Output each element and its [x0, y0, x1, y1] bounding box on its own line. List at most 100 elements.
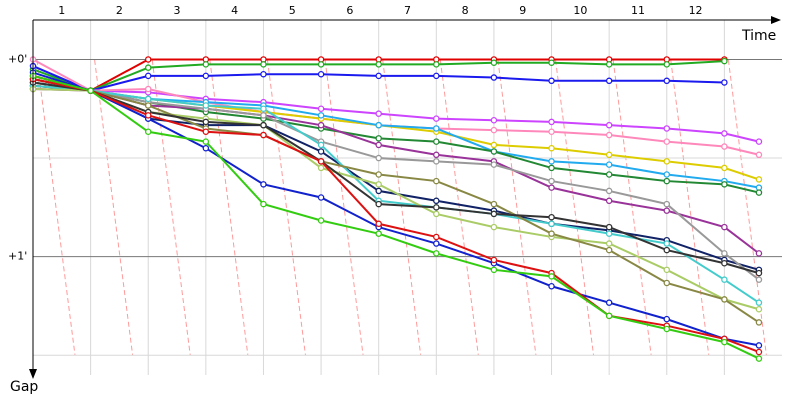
- data-point: [663, 279, 671, 287]
- data-point: [605, 240, 613, 247]
- data-point: [144, 56, 152, 63]
- data-point: [375, 141, 382, 149]
- data-point: [755, 348, 763, 356]
- x-tick-label: 11: [631, 4, 645, 17]
- data-point: [433, 125, 440, 132]
- y-axis-label: Gap: [10, 379, 38, 395]
- data-point: [755, 355, 763, 362]
- data-point: [260, 70, 267, 78]
- data-point: [548, 213, 555, 221]
- data-point: [490, 266, 498, 274]
- data-point: [605, 131, 613, 139]
- data-point: [202, 61, 210, 68]
- data-point: [755, 189, 763, 196]
- x-tick-label: 4: [231, 4, 238, 17]
- data-point: [317, 217, 325, 224]
- lap-divider: [670, 59, 710, 356]
- x-tick-label: 8: [462, 4, 469, 17]
- data-point: [317, 148, 325, 155]
- y-tick-label: +0': [8, 52, 27, 65]
- data-point: [375, 171, 382, 178]
- data-point: [548, 184, 555, 191]
- data-point: [605, 161, 613, 168]
- data-point: [663, 315, 671, 323]
- data-point: [605, 246, 613, 254]
- x-axis-label: Time: [741, 28, 776, 44]
- lap-divider: [94, 59, 134, 356]
- lap-divider: [555, 59, 595, 356]
- data-point: [755, 250, 763, 257]
- data-point: [755, 306, 763, 313]
- data-point: [375, 121, 382, 129]
- series-line: [32, 71, 760, 347]
- data-point: [605, 299, 613, 306]
- data-point: [202, 128, 210, 136]
- data-point: [260, 181, 267, 188]
- y-tick-label: +1': [8, 250, 27, 263]
- data-point: [375, 154, 382, 162]
- data-point: [317, 164, 325, 172]
- data-point: [548, 158, 555, 165]
- series-line: [32, 74, 760, 360]
- data-point: [663, 138, 671, 145]
- data-point: [317, 112, 325, 119]
- data-point: [144, 112, 152, 119]
- lap-divider: [36, 59, 76, 356]
- data-point: [433, 115, 440, 122]
- data-point: [548, 282, 555, 290]
- lap-divider: [439, 59, 479, 356]
- data-point: [202, 144, 210, 152]
- data-point: [375, 110, 382, 117]
- data-point: [260, 131, 267, 139]
- data-point: [721, 259, 728, 267]
- data-point: [605, 312, 613, 320]
- series-line: [32, 88, 760, 311]
- data-point: [144, 72, 152, 80]
- data-point: [433, 197, 440, 205]
- series-line: [32, 81, 760, 324]
- data-point: [663, 61, 671, 68]
- data-point: [375, 220, 382, 228]
- data-point: [144, 128, 152, 136]
- data-point: [375, 135, 382, 142]
- data-point: [605, 223, 613, 231]
- data-point: [490, 223, 498, 231]
- x-tick-label: 7: [404, 4, 411, 17]
- data-point: [87, 87, 94, 94]
- data-point: [755, 276, 763, 283]
- data-point: [548, 77, 555, 85]
- data-point: [548, 144, 555, 152]
- x-tick-label: 3: [174, 4, 181, 17]
- data-point: [721, 130, 728, 137]
- data-point: [433, 240, 440, 247]
- data-point: [375, 200, 382, 208]
- data-point: [433, 72, 440, 80]
- plot-area: [29, 56, 763, 362]
- series-line: [32, 84, 760, 304]
- data-point: [375, 230, 382, 237]
- data-point: [490, 210, 498, 218]
- data-point: [721, 338, 728, 346]
- data-point: [317, 141, 325, 149]
- x-tick-label: 10: [573, 4, 587, 17]
- x-tick-label: 5: [289, 4, 296, 17]
- data-point: [663, 200, 671, 208]
- data-point: [721, 143, 728, 150]
- data-point: [605, 197, 613, 205]
- series-line: [32, 58, 760, 156]
- data-point: [663, 325, 671, 333]
- data-point: [663, 171, 671, 178]
- lap-divider: [266, 59, 306, 356]
- data-point: [260, 61, 267, 68]
- data-point: [317, 194, 325, 201]
- data-point: [663, 240, 671, 247]
- series-line: [32, 78, 760, 353]
- data-point: [755, 176, 763, 183]
- data-point: [755, 319, 763, 326]
- data-point: [721, 181, 728, 188]
- data-point: [144, 64, 152, 71]
- data-point: [490, 256, 498, 264]
- data-point: [663, 77, 671, 85]
- data-point: [548, 230, 555, 237]
